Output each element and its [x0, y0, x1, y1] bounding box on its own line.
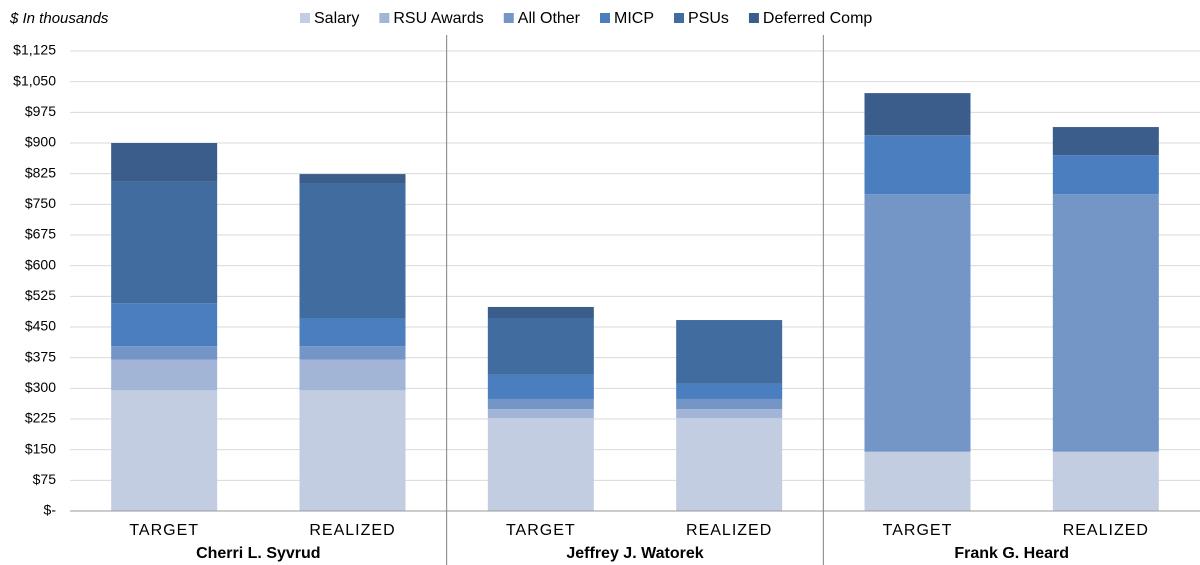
bar-segment [111, 390, 218, 511]
legend-swatch [748, 13, 759, 23]
bar-segment [299, 183, 406, 319]
x-tick-label: REALIZED [1063, 522, 1149, 539]
bar-segment [487, 398, 594, 410]
y-tick-label: $300 [25, 379, 56, 395]
bar-segment [864, 135, 971, 195]
bar-segment [676, 383, 783, 399]
legend-swatch [674, 13, 685, 23]
bar-segment [111, 359, 218, 391]
bar-segment [1052, 127, 1159, 156]
y-tick-label: $- [44, 502, 57, 518]
y-tick-label: $150 [25, 440, 56, 456]
y-tick-label: $225 [25, 410, 56, 426]
bar-segment [864, 451, 971, 511]
x-tick-label: REALIZED [686, 522, 772, 539]
legend-swatch [379, 13, 390, 23]
legend-label: PSUs [688, 10, 729, 27]
y-tick-label: $450 [25, 318, 56, 334]
legend-swatch [600, 13, 611, 23]
bar-segment [299, 346, 406, 360]
bar-segment [299, 318, 406, 347]
bar-segment [111, 181, 218, 304]
legend-swatch [503, 13, 514, 23]
legend-label: All Other [518, 10, 581, 27]
bar-segment [111, 303, 218, 347]
bar-segment [487, 318, 594, 375]
bar-segment [1052, 194, 1159, 452]
legend-label: Deferred Comp [763, 10, 872, 27]
y-axis-label: $ In thousands [9, 10, 109, 27]
bar-segment [111, 346, 218, 360]
legend-swatch [300, 13, 310, 23]
group-label: Jeffrey J. Watorek [566, 545, 703, 562]
bar-segment [487, 306, 594, 319]
bar-segment [299, 174, 406, 184]
y-tick-label: $75 [33, 471, 57, 487]
y-tick-label: $675 [25, 226, 56, 242]
bar-segment [1052, 155, 1159, 195]
x-tick-label: TARGET [506, 522, 576, 539]
y-tick-label: $375 [25, 348, 56, 364]
y-tick-label: $900 [25, 134, 56, 150]
bar-segment [487, 409, 594, 419]
bar-segment [299, 359, 406, 391]
legend-label: RSU Awards [393, 10, 483, 27]
bar-segment [676, 320, 783, 384]
bar-segment [864, 194, 971, 452]
bar-segment [299, 390, 406, 511]
bar-segment [676, 398, 783, 410]
x-tick-label: TARGET [883, 522, 953, 539]
bar-segment [487, 418, 594, 511]
y-tick-label: $525 [25, 287, 56, 303]
y-tick-label: $975 [25, 103, 56, 119]
group-label: Cherri L. Syvrud [196, 545, 320, 562]
bar-segment [864, 93, 971, 136]
y-tick-label: $1,050 [13, 72, 56, 88]
bar-segment [1052, 451, 1159, 511]
x-tick-label: REALIZED [309, 522, 395, 539]
y-tick-label: $750 [25, 195, 56, 211]
group-label: Frank G. Heard [954, 545, 1069, 562]
legend-label: MICP [614, 10, 654, 27]
legend-label: Salary [314, 10, 359, 27]
bar-segment [676, 409, 783, 419]
y-tick-label: $825 [25, 164, 56, 180]
bar-segment [111, 143, 218, 182]
x-tick-label: TARGET [129, 522, 199, 539]
bar-segment [676, 418, 783, 511]
bar-segment [487, 374, 594, 399]
y-tick-label: $1,125 [13, 42, 56, 58]
y-tick-label: $600 [25, 256, 56, 272]
